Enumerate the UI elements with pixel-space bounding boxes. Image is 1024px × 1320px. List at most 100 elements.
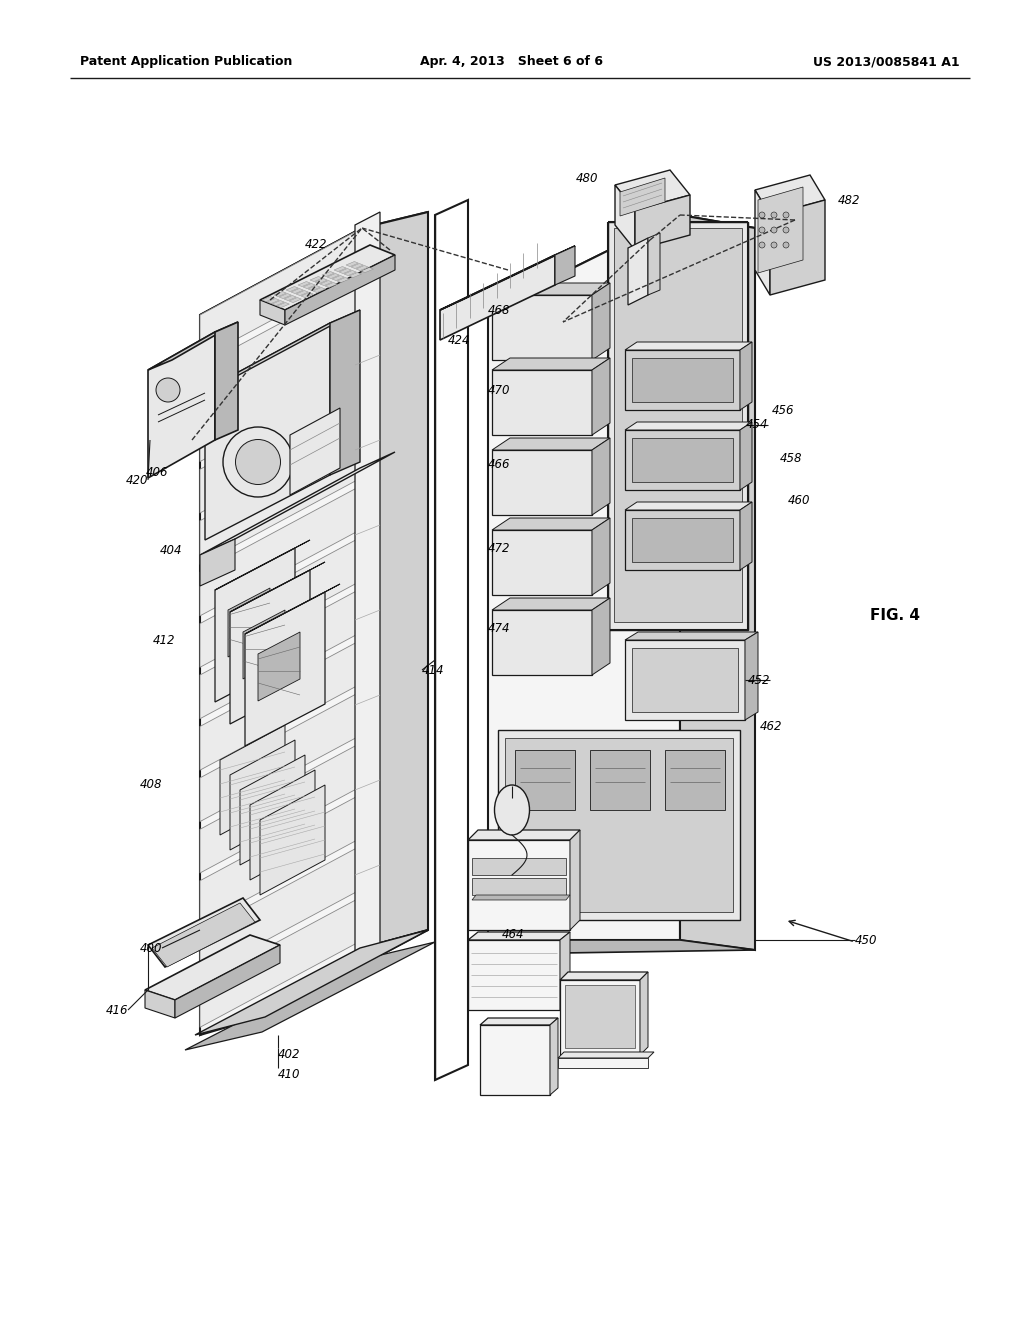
Polygon shape [205,310,360,389]
Text: 482: 482 [838,194,860,206]
Text: 460: 460 [788,494,811,507]
Text: 408: 408 [139,779,162,792]
Text: 412: 412 [153,634,175,647]
Polygon shape [440,255,555,341]
Polygon shape [200,383,362,513]
Polygon shape [349,272,361,277]
Text: 422: 422 [305,239,328,252]
Ellipse shape [236,440,281,484]
Polygon shape [200,587,362,718]
Polygon shape [648,234,660,294]
Polygon shape [230,570,310,723]
Polygon shape [560,972,648,979]
Text: 416: 416 [105,1003,128,1016]
Polygon shape [492,358,610,370]
Polygon shape [565,985,635,1048]
Polygon shape [592,358,610,436]
Polygon shape [220,725,285,836]
Polygon shape [492,450,592,515]
Polygon shape [492,598,610,610]
Circle shape [759,242,765,248]
Polygon shape [628,238,648,305]
Polygon shape [615,170,690,210]
Polygon shape [291,289,303,293]
Polygon shape [558,1059,648,1068]
Polygon shape [590,750,650,810]
Polygon shape [200,486,362,616]
Polygon shape [334,267,346,272]
Polygon shape [301,293,313,297]
Text: 468: 468 [488,304,511,317]
Ellipse shape [495,785,529,836]
Text: 458: 458 [780,451,803,465]
Polygon shape [289,297,301,302]
Polygon shape [472,858,566,875]
Polygon shape [560,932,570,1010]
Polygon shape [200,451,395,554]
Polygon shape [272,301,285,306]
Text: 454: 454 [745,418,768,432]
Polygon shape [472,895,570,900]
Polygon shape [680,215,755,950]
Text: 414: 414 [422,664,444,676]
Polygon shape [468,830,580,840]
Polygon shape [148,898,260,968]
Polygon shape [625,502,752,510]
Polygon shape [472,878,566,895]
Polygon shape [488,215,755,322]
Polygon shape [200,742,362,873]
Text: 474: 474 [488,622,511,635]
Polygon shape [148,333,215,478]
Polygon shape [480,1026,550,1096]
Polygon shape [215,540,310,590]
Polygon shape [319,281,333,285]
Polygon shape [592,598,610,675]
Polygon shape [468,940,560,1010]
Polygon shape [625,640,745,719]
Polygon shape [640,972,648,1055]
Polygon shape [356,265,369,271]
Polygon shape [243,610,285,678]
Text: FIG. 4: FIG. 4 [870,607,920,623]
Polygon shape [230,741,295,850]
Polygon shape [435,201,468,1080]
Polygon shape [570,830,580,931]
Polygon shape [488,940,755,953]
Polygon shape [614,228,742,622]
Text: 462: 462 [760,719,782,733]
Polygon shape [332,276,344,281]
Polygon shape [274,292,287,297]
Polygon shape [200,213,428,315]
Text: 464: 464 [502,928,524,941]
Polygon shape [258,632,300,701]
Polygon shape [200,228,362,359]
Polygon shape [313,288,326,293]
Polygon shape [492,531,592,595]
Polygon shape [632,648,738,711]
Polygon shape [185,942,435,1049]
Polygon shape [250,770,315,880]
Text: 406: 406 [145,466,168,479]
Polygon shape [195,931,428,1035]
Text: 420: 420 [126,474,148,487]
Polygon shape [310,276,323,281]
Text: US 2013/0085841 A1: US 2013/0085841 A1 [813,55,961,69]
Polygon shape [200,536,362,668]
Polygon shape [145,935,280,1001]
Polygon shape [558,1052,654,1059]
Polygon shape [740,422,752,490]
Polygon shape [555,246,575,285]
Text: 402: 402 [278,1048,300,1061]
Polygon shape [755,176,825,215]
Polygon shape [492,282,610,294]
Polygon shape [175,945,280,1018]
Polygon shape [492,610,592,675]
Polygon shape [240,755,305,865]
Text: 470: 470 [488,384,511,396]
Text: Patent Application Publication: Patent Application Publication [80,55,293,69]
Polygon shape [245,591,325,746]
Polygon shape [770,201,825,294]
Polygon shape [344,271,356,276]
Polygon shape [303,284,315,289]
Polygon shape [337,277,349,282]
